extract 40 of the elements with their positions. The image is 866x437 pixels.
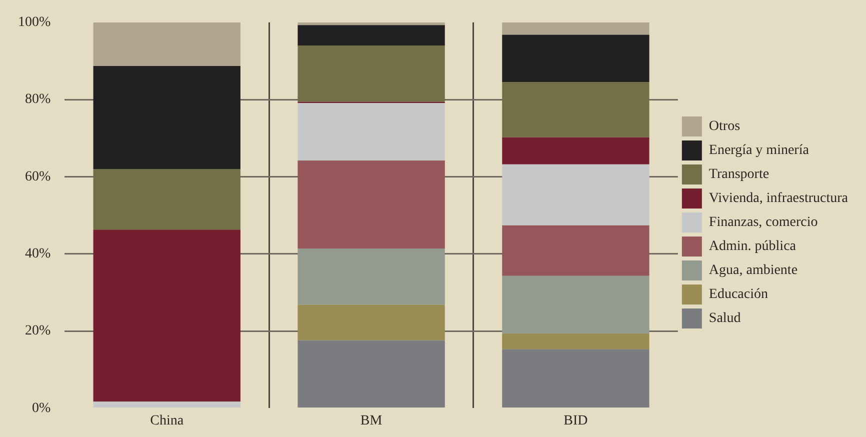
bar <box>93 22 240 66</box>
bar <box>502 164 650 226</box>
bar <box>502 137 650 164</box>
legend-label: Salud <box>708 311 741 326</box>
bar <box>93 66 240 170</box>
y-tick-label: 20% <box>24 324 51 339</box>
legend-label: Agua, ambiente <box>708 263 798 278</box>
legend-label: Transporte <box>708 167 770 182</box>
bar <box>502 82 650 138</box>
bar <box>298 340 445 408</box>
bar <box>502 333 650 350</box>
legend-label: Vivienda, infraestructura <box>708 191 849 206</box>
x-tick-label: BID <box>564 413 588 428</box>
bar <box>93 230 240 402</box>
bar <box>502 349 650 408</box>
bar <box>298 103 445 161</box>
bar <box>502 276 650 334</box>
y-tick-label: 0% <box>32 400 51 416</box>
legend-label: Energía y minería <box>708 143 810 158</box>
bar <box>298 46 445 102</box>
bar <box>298 25 445 46</box>
y-tick-label: 100% <box>18 15 51 30</box>
bar <box>502 34 650 82</box>
bar <box>298 22 445 26</box>
x-tick-label: BM <box>360 413 383 428</box>
bar <box>298 160 445 248</box>
bar <box>298 248 445 305</box>
y-tick-label: 40% <box>24 246 51 262</box>
legend-label: Finanzas, comercio <box>708 215 818 230</box>
bar <box>502 22 650 35</box>
bar <box>93 169 240 230</box>
y-tick-label: 80% <box>24 92 51 108</box>
legend-label: Otros <box>708 119 740 134</box>
y-tick-label: 60% <box>24 169 51 184</box>
legend-label: Admin. pública <box>708 239 797 254</box>
x-tick-label: China <box>150 413 184 428</box>
bar <box>502 225 650 276</box>
legend-label: Educación <box>708 287 768 302</box>
bar <box>93 402 240 408</box>
bar <box>298 304 445 340</box>
